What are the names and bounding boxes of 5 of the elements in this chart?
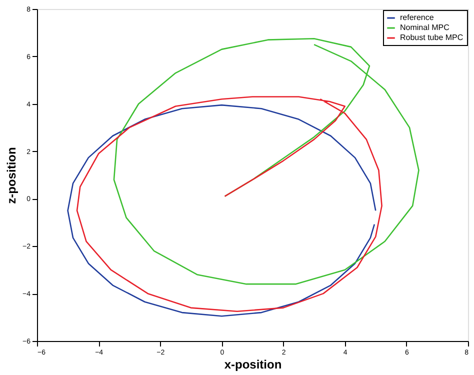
legend-label: reference <box>400 13 434 22</box>
legend-label: Robust tube MPC <box>400 33 464 42</box>
legend-label: Nominal MPC <box>400 23 450 32</box>
x-axis-title: x-position <box>224 358 282 372</box>
y-axis-title: z-position <box>4 147 19 204</box>
